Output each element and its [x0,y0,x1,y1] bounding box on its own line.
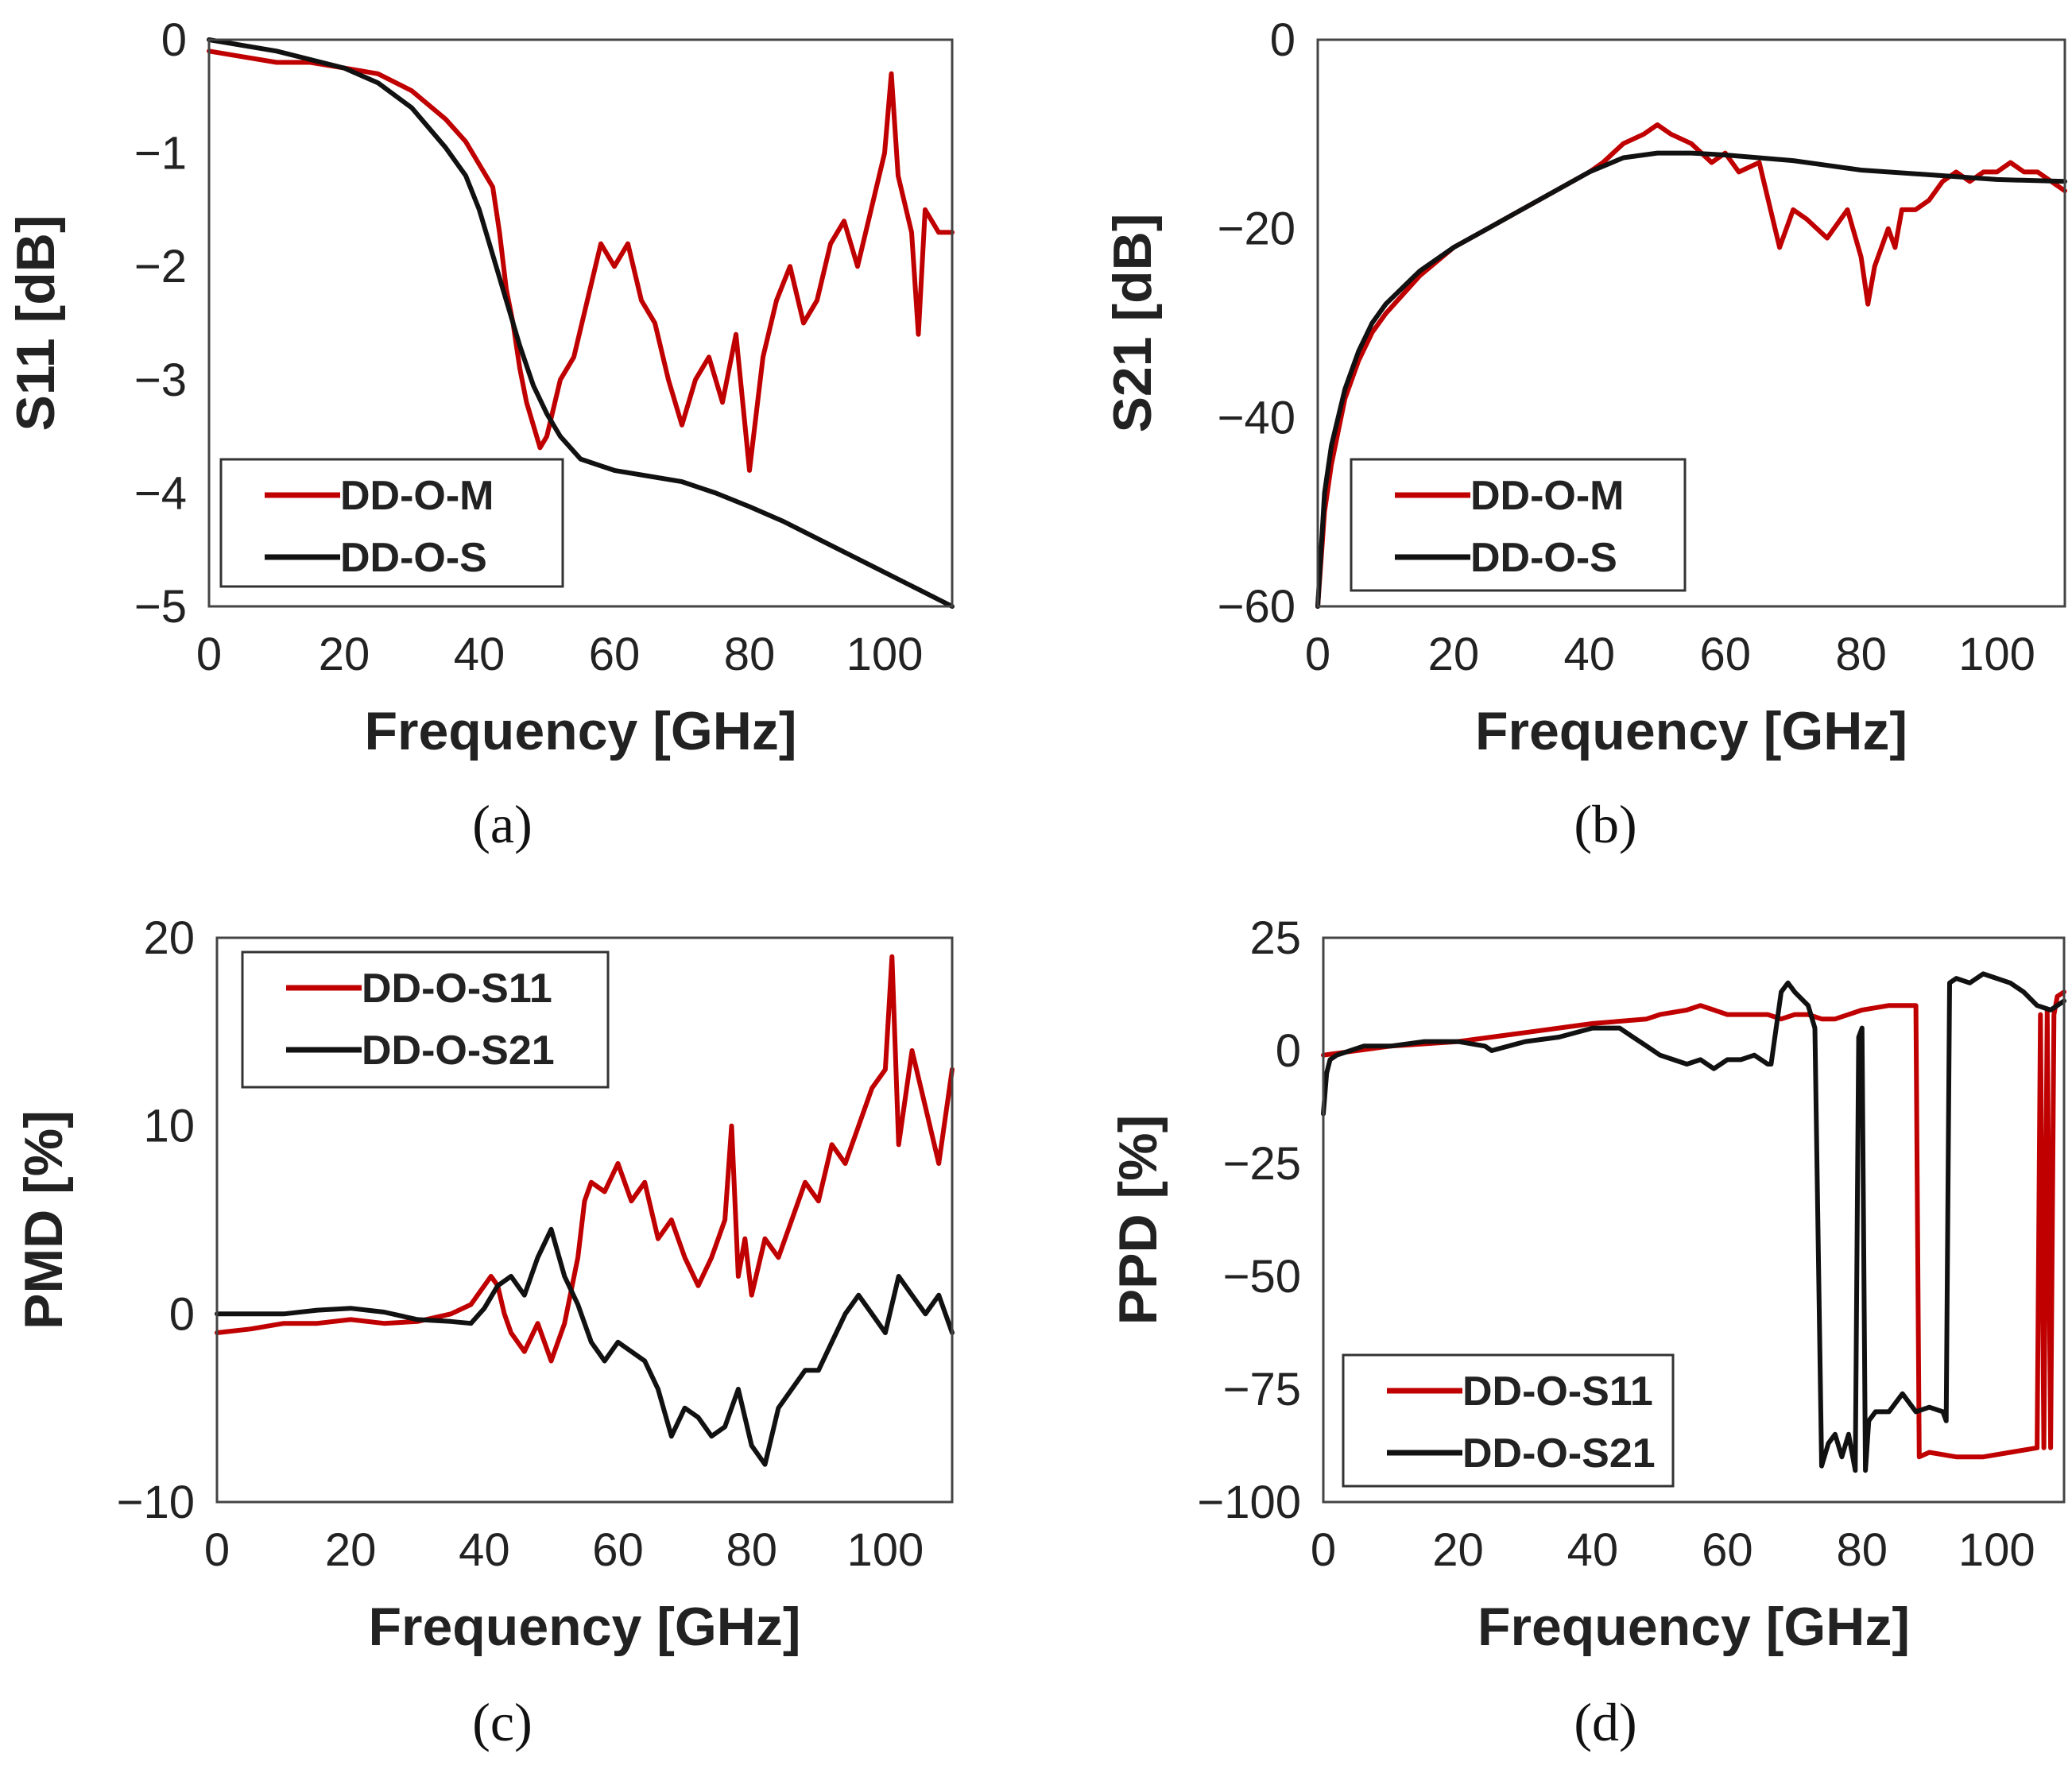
y-tick-label: −5 [134,581,187,633]
x-tick-label: 80 [1835,629,1887,680]
panel-caption: (b) [1574,794,1636,854]
x-axis-title: Frequency [GHz] [368,1597,800,1657]
x-tick-label: 100 [1958,1524,2035,1576]
legend-label: DD-O-S11 [362,966,552,1012]
plot-area-frame [1322,936,2066,1504]
legend-box [219,458,564,588]
x-tick-label: 100 [846,629,924,680]
chart-panel-b: 0 20 40 60 80 100 0 −20 −40 −60 Frequency [GHz] S21… [1102,14,2067,854]
x-tick-label: 20 [325,1524,377,1576]
legend: DD-O-M DD-O-S [219,458,564,588]
legend-box [1342,1353,1675,1488]
chart-panel-a: 0 20 40 60 80 100 0 −1 −2 −3 −4 −5 Frequency [GHz] S1… [6,14,955,854]
x-tick-label: 80 [726,1524,777,1576]
series-line-DD-O-S21 [1321,971,2066,1473]
x-tick-label: 100 [847,1524,924,1576]
x-tick-label: 40 [459,1524,510,1576]
y-axis-title: PPD [%] [1108,1115,1168,1325]
y-tick-label: −20 [1218,203,1295,255]
y-tick-label: −1 [134,128,187,180]
y-tick-label: 0 [169,1288,195,1340]
y-tick-label: −100 [1197,1477,1301,1528]
legend-label: DD-O-S21 [362,1028,555,1074]
plot-area-frame [207,38,954,608]
legend-box [1350,458,1687,592]
x-tick-label: 20 [1432,1524,1484,1576]
legend-label: DD-O-M [340,473,494,519]
y-tick-label: 0 [161,14,187,66]
y-tick-label: 0 [1270,14,1295,66]
x-tick-label: 60 [1702,1524,1753,1576]
legend: DD-O-S11 DD-O-S21 [241,950,610,1089]
panel-caption: (c) [472,1692,532,1752]
legend-label: DD-O-S [340,535,487,581]
x-tick-label: 60 [592,1524,644,1576]
panel-caption: (a) [472,794,532,854]
legend-label: DD-O-S21 [1462,1431,1656,1477]
y-tick-label: −40 [1218,392,1295,443]
series-line-DD-O-S21 [215,1226,955,1467]
plot-area-frame [215,936,954,1504]
series-line-DD-O-S11 [215,954,955,1364]
x-tick-label: 80 [1837,1524,1888,1576]
y-tick-label: −2 [134,241,187,292]
y-tick-label: 20 [143,912,195,964]
chart-panel-d: 0 20 40 60 80 100 25 0 −25 −50 −75 −100 Frequency [G… [1108,912,2066,1752]
y-axis-title: S21 [dB] [1102,214,1163,433]
y-axis-title: S11 [dB] [6,215,66,431]
legend: DD-O-S11 DD-O-S21 [1342,1353,1675,1488]
y-tick-label: −4 [134,467,187,519]
legend-box [241,950,610,1089]
x-tick-label: 40 [1567,1524,1619,1576]
x-tick-label: 0 [204,1524,230,1576]
x-tick-label: 0 [196,629,222,680]
x-tick-label: 40 [1564,629,1616,680]
y-tick-label: 0 [1276,1025,1301,1077]
y-tick-label: −75 [1223,1364,1301,1415]
series-line-DD-O-S [207,37,955,609]
series-line-DD-O-S [1315,150,2067,609]
legend: DD-O-M DD-O-S [1350,458,1687,592]
y-tick-label: −25 [1223,1138,1301,1190]
y-tick-label: −50 [1223,1251,1301,1303]
x-axis-title: Frequency [GHz] [1478,1597,1910,1657]
x-axis-title: Frequency [GHz] [364,701,796,761]
panel-caption: (d) [1574,1692,1636,1752]
x-tick-label: 0 [1305,629,1330,680]
y-tick-label: 25 [1249,912,1301,964]
x-axis-title: Frequency [GHz] [1475,701,1907,761]
legend-label: DD-O-S [1470,535,1617,581]
x-tick-label: 0 [1311,1524,1336,1576]
y-tick-label: −3 [134,354,187,406]
legend-label: DD-O-M [1470,473,1625,519]
y-tick-label: 10 [143,1101,195,1152]
series-line-DD-O-S11 [1321,989,2066,1460]
legend-label: DD-O-S11 [1462,1369,1653,1415]
x-tick-label: 60 [1699,629,1751,680]
y-tick-label: −10 [117,1477,195,1528]
x-tick-label: 20 [319,629,370,680]
x-tick-label: 100 [1958,629,2035,680]
plot-area-frame [1316,38,2066,608]
series-line-DD-O-M [207,48,955,473]
x-tick-label: 80 [724,629,776,680]
y-tick-label: −60 [1218,581,1295,633]
x-tick-label: 40 [454,629,505,680]
y-axis-title: PMD [%] [14,1110,74,1330]
x-tick-label: 60 [589,629,641,680]
x-tick-label: 20 [1428,629,1480,680]
